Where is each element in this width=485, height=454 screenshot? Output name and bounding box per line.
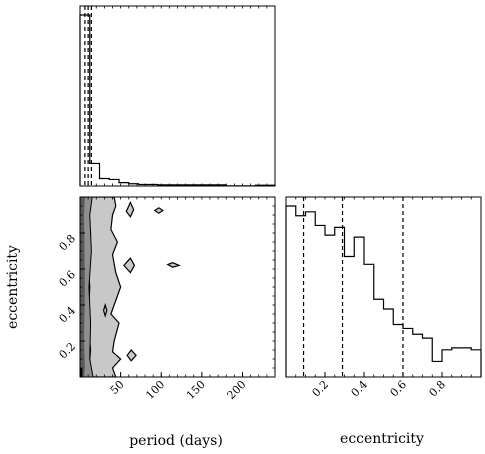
eccentricity-x-tick-label: 0.4 [349,378,371,400]
eccentricity-histogram-step [285,205,482,377]
eccentricity-y-tick-label: 0.2 [57,340,79,362]
eccentricity-y-tick-label: 0.4 [57,304,79,326]
eccentricity-histogram-panel: 0.2 0.4 0.6 0.8 [285,196,482,400]
eccentricity-x-tick-label: 0.6 [388,378,410,400]
period-x-tick-label: 50 [108,378,127,397]
density-contour-island [125,200,135,218]
period-histogram-panel [79,5,276,187]
period-x-tick-label: 150 [184,378,208,402]
density-contour-island [126,349,137,362]
x-axis-label-eccentricity: eccentricity [340,431,424,447]
period-x-tick-label: 100 [143,378,167,402]
density-contour-island [166,262,181,268]
eccentricity-y-tick-label: 0.6 [57,268,79,290]
eccentricity-histogram-frame [285,196,482,378]
period-histogram-frame [79,5,276,187]
joint-density-panel: 50 100 150 200 0.2 0.4 0.6 0.8 [57,196,276,402]
density-contour-island [153,207,164,214]
period-histogram-step [79,14,276,187]
joint-density-body [80,197,181,377]
eccentricity-y-tick-label: 0.8 [57,232,79,254]
eccentricity-x-tick-label: 0.8 [427,378,449,400]
density-level-outer [86,197,122,377]
joint-density-frame [79,196,276,378]
y-axis-label-eccentricity: eccentricity [5,245,21,329]
density-core [80,368,83,377]
density-contour-island [123,257,136,274]
period-x-tick-label: 200 [225,378,249,402]
x-axis-label-period: period (days) [129,433,223,449]
eccentricity-x-tick-label: 0.2 [310,378,332,400]
density-contour-island [102,302,108,318]
